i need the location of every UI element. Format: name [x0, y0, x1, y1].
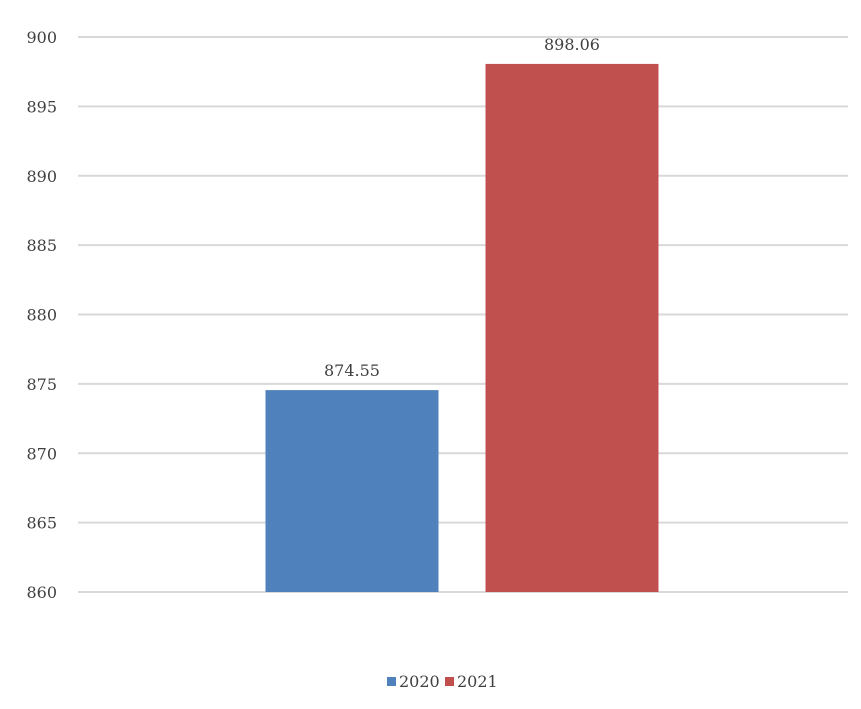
legend-swatch-2021: [445, 677, 454, 686]
y-tick-label: 870: [26, 444, 57, 463]
y-tick-label: 880: [26, 306, 57, 325]
legend-swatch-2020: [387, 677, 396, 686]
y-tick-label: 890: [26, 167, 57, 186]
bars: [265, 63, 659, 593]
y-tick-label: 865: [26, 514, 57, 533]
data-label-2021: 898.06: [544, 35, 600, 54]
legend-label-2020: 2020: [399, 672, 440, 691]
y-tick-label: 900: [26, 28, 57, 47]
y-tick-label: 895: [26, 97, 57, 116]
legend-label-2021: 2021: [457, 672, 498, 691]
y-tick-label: 885: [26, 236, 57, 255]
bar-2020: [265, 390, 439, 592]
y-axis-tick-labels: 860 865 870 875 880 885 890 895 900: [26, 28, 57, 602]
data-labels: 874.55 898.06: [324, 35, 600, 380]
data-label-2020: 874.55: [324, 361, 380, 380]
legend: 2020 2021: [387, 672, 498, 691]
y-tick-label: 860: [26, 583, 57, 602]
y-tick-label: 875: [26, 375, 57, 394]
gridlines: [78, 36, 848, 593]
bar-2021: [485, 63, 659, 593]
